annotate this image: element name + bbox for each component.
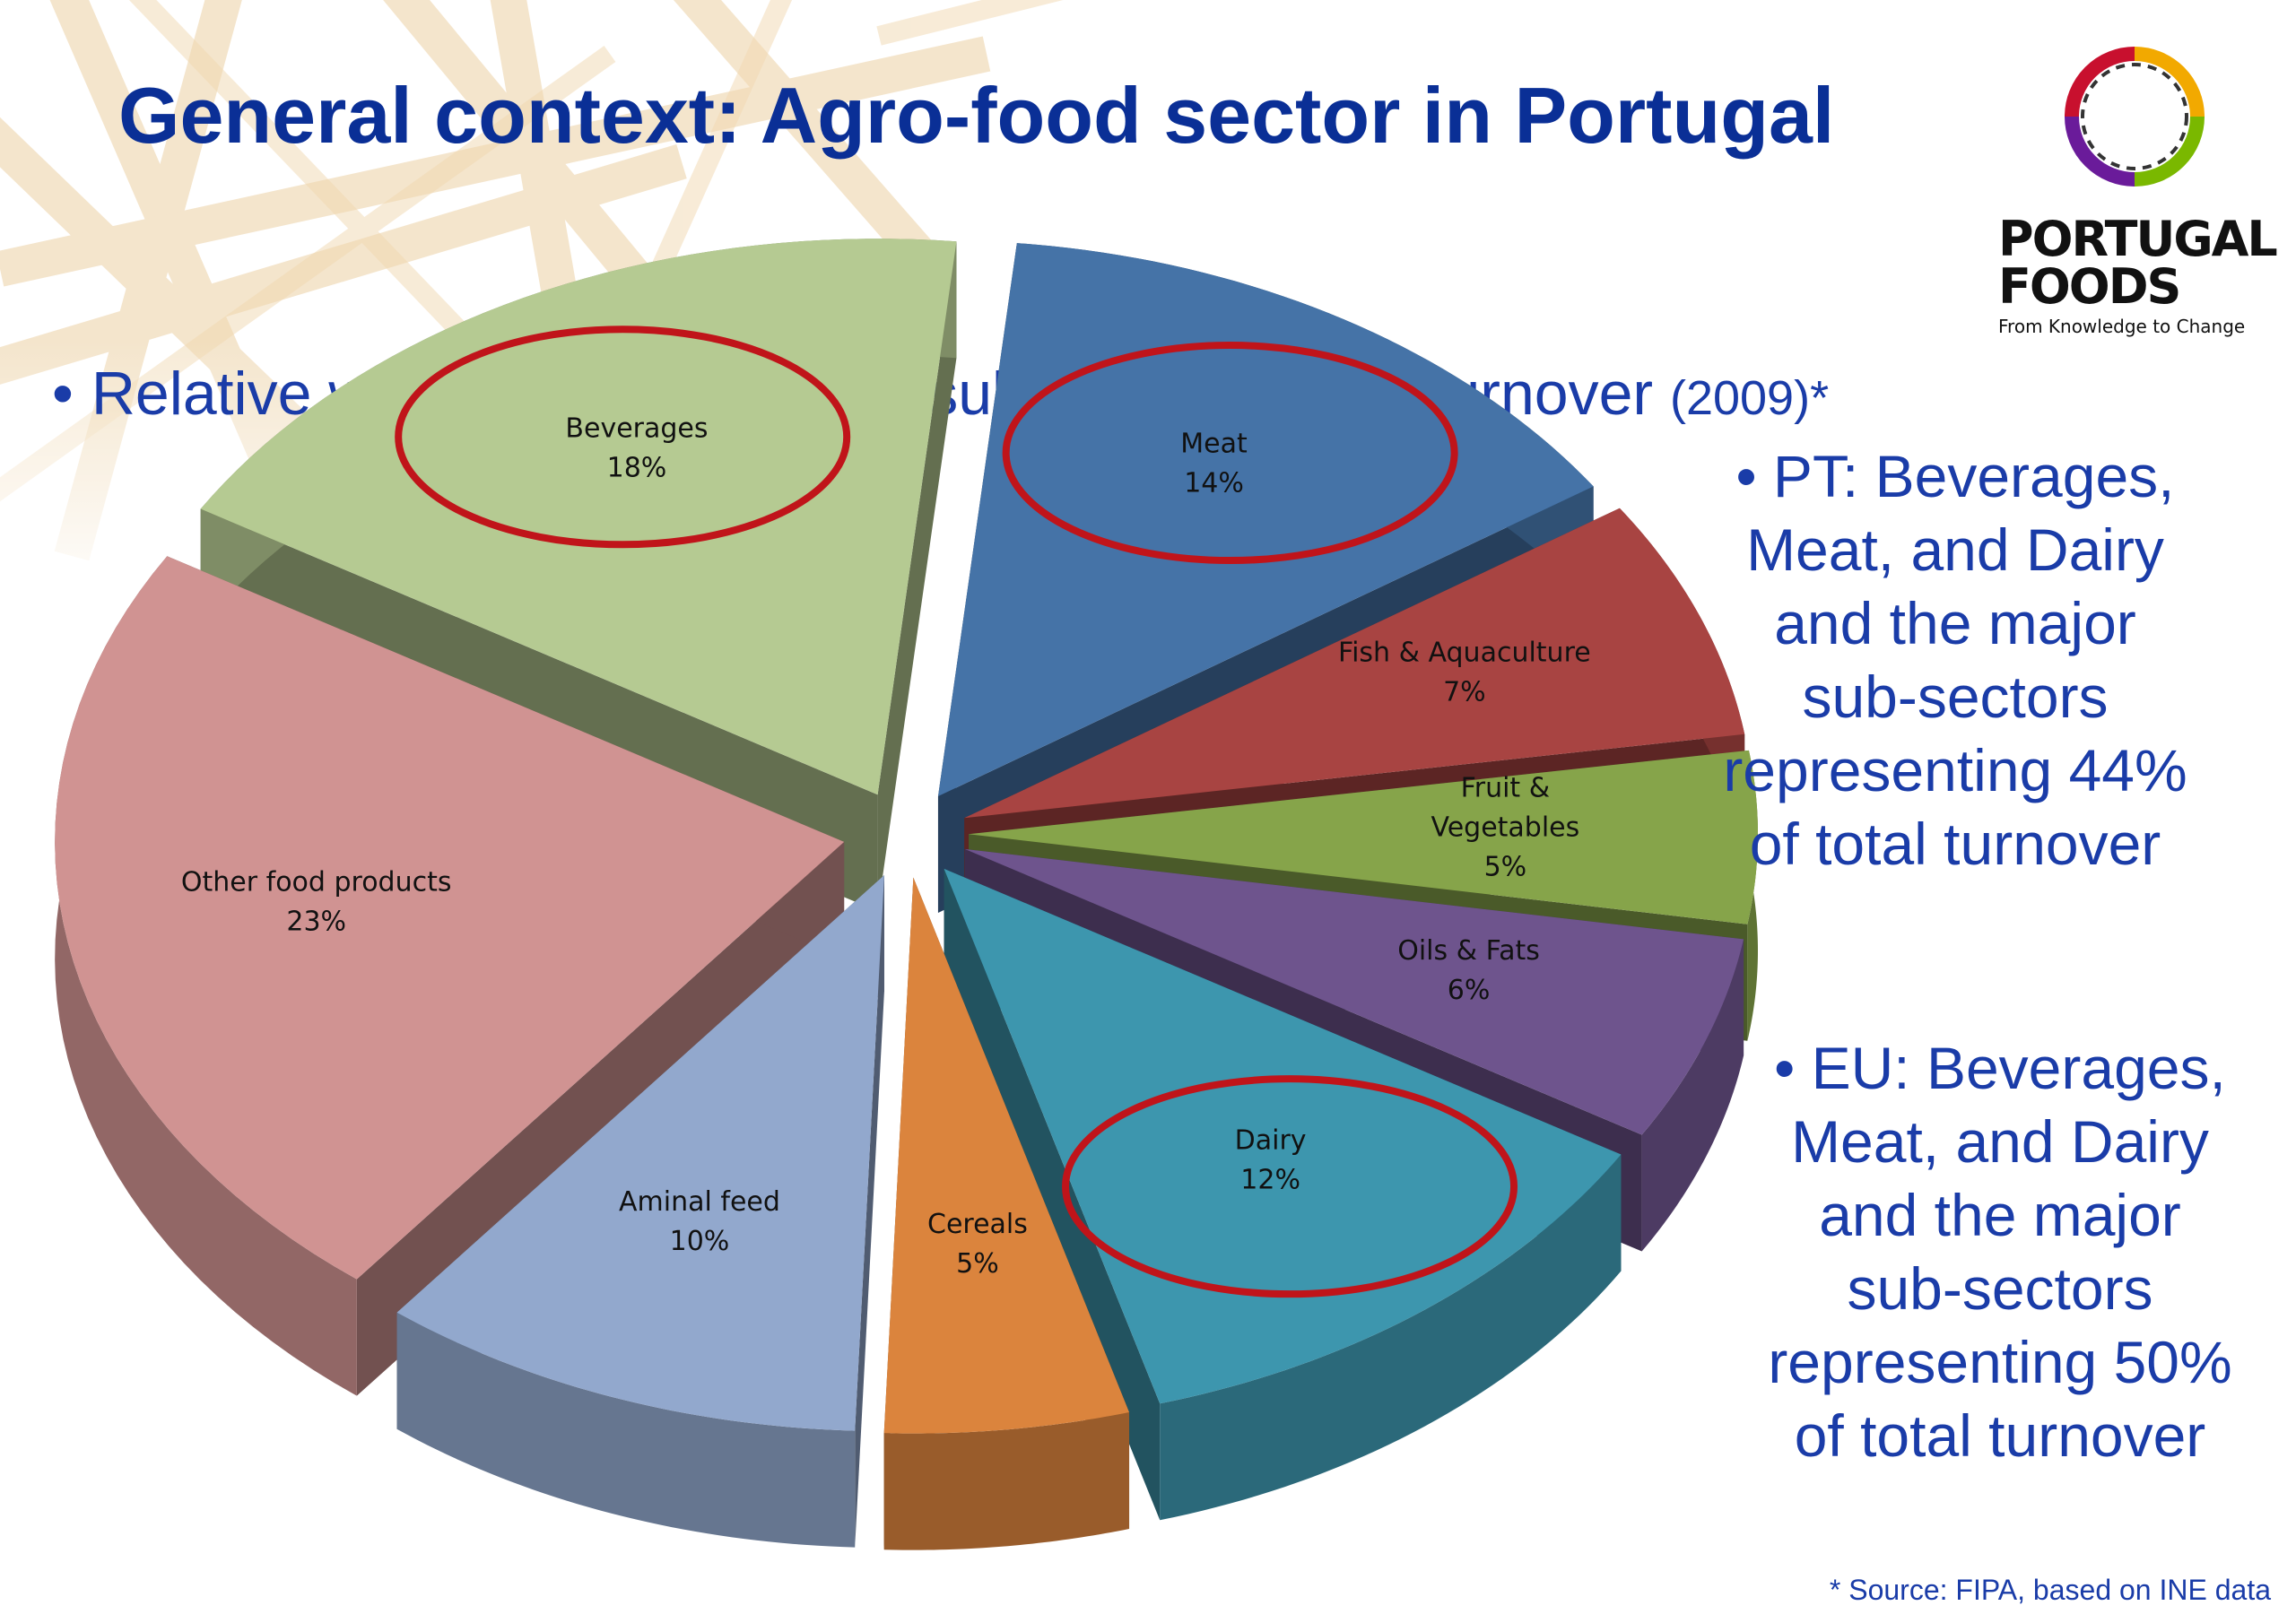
pie-slice-top [200, 239, 957, 795]
pt-note-line: sub-sectors [1802, 664, 2109, 730]
eu-note-line: of total turnover [1794, 1402, 2206, 1469]
pie-label-line: Other food products [181, 867, 452, 898]
pie-slice-side [1160, 1154, 1622, 1521]
pie-slice-top [964, 508, 1745, 819]
pie-slice-top [396, 875, 884, 1431]
pie-slice-label: Fish & Aquaculture 7% [1338, 637, 1591, 707]
slide-title: General context: Agro-food sector in Por… [118, 71, 1835, 160]
logo-text: PORTUGAL FOODS From Knowledge to Change [1998, 211, 2278, 338]
highlight-circles [395, 325, 1518, 1298]
logo-ring-icon [2065, 47, 2205, 187]
pie-label-line: Oils & Fats [1397, 935, 1540, 967]
pt-note-line: of total turnover [1749, 811, 2161, 877]
eu-note-line: sub-sectors [1847, 1255, 2153, 1322]
pie-slice-label: Cereals 5% [927, 1209, 1028, 1280]
highlight-ellipse [1062, 1075, 1518, 1298]
pie-label-line: Fruit & [1461, 773, 1550, 804]
pie-label-line: Beverages [565, 412, 708, 444]
pie-slice-label: Oils & Fats 6% [1397, 935, 1540, 1006]
logo-line2: FOODS [1998, 258, 2181, 315]
pie-label-line: Vegetables [1431, 812, 1580, 844]
eu-note-line: • EU: Beverages, [1774, 1035, 2226, 1101]
logo-line1: PORTUGAL [1998, 211, 2278, 267]
portugal-foods-logo [1973, 36, 2278, 341]
eu-note: • EU: Beverages, Meat, and Dairy and the… [1713, 1031, 2287, 1472]
pie-label-line: 14% [1184, 467, 1244, 499]
pie-label-line: 23% [286, 907, 346, 938]
pie-slice-label: Other food products 23% [181, 867, 452, 938]
bullet-dot: • [52, 360, 74, 428]
pie-label-line: 7% [1443, 676, 1486, 707]
eu-note-line: Meat, and Dairy [1791, 1108, 2209, 1175]
pie-label-line: Aminal feed [619, 1186, 780, 1218]
pt-note-line: representing 44% [1723, 737, 2187, 803]
pie-slice-wall [855, 875, 884, 1548]
pie-slice-top [883, 877, 1130, 1434]
pie-slice-top [968, 750, 1758, 924]
eu-note-line: representing 50% [1768, 1329, 2232, 1395]
pie-slice [396, 875, 884, 1548]
logo-tagline: From Knowledge to Change [1998, 316, 2246, 337]
pie-slice-label: Meat 14% [1180, 428, 1248, 499]
pie-slice [883, 877, 1130, 1550]
pie-slice-label: Dairy 12% [1235, 1124, 1307, 1195]
bullet-year: (2009)* [1669, 371, 1830, 425]
pie-slice-top [964, 848, 1744, 1135]
highlight-ellipse [395, 325, 851, 549]
pie-label-line: Fish & Aquaculture [1338, 637, 1591, 668]
pie-slice-side [55, 556, 357, 1396]
pt-note-line: and the major [1774, 590, 2136, 656]
pie-slice-wall [877, 241, 957, 912]
pie-label-line: 18% [607, 452, 667, 483]
source-note: * Source: FIPA, based on INE data [1829, 1574, 2271, 1606]
pie-slice-top [937, 243, 1594, 796]
pie-slice-label: Fruit & Vegetables 5% [1431, 773, 1580, 883]
eu-note-line: and the major [1819, 1182, 2181, 1248]
pie-slices [55, 239, 1758, 1550]
pie-slice-top [55, 556, 845, 1280]
highlight-ellipse [1002, 342, 1458, 565]
pie-slice-side [396, 1312, 856, 1548]
pie-label-line: 12% [1240, 1164, 1300, 1195]
pie-label-line: 10% [670, 1226, 730, 1257]
pie-labels: Meat 14% Fish & Aquaculture 7% Fruit & Vegeta… [181, 412, 1591, 1280]
pie-label-line: 5% [956, 1248, 999, 1280]
pt-note-line: Meat, and Dairy [1746, 516, 2164, 583]
pie-slice-label: Beverages 18% [565, 412, 708, 483]
pie-label-line: Meat [1180, 428, 1248, 459]
pie-label-line: 5% [1484, 852, 1527, 883]
pt-note: • PT: Beverages, Meat, and Dairy and the… [1686, 439, 2224, 881]
pie-slice-side [1641, 939, 1744, 1252]
pt-note-line: • PT: Beverages, [1735, 443, 2175, 509]
pie-slice-top [944, 868, 1622, 1404]
pie-label-line: 6% [1448, 975, 1491, 1006]
pie-label-line: Dairy [1235, 1124, 1307, 1156]
pie-label-line: Cereals [927, 1209, 1028, 1240]
pie-slice-side [883, 1412, 1130, 1550]
pie-slice-label: Aminal feed 10% [619, 1186, 780, 1257]
